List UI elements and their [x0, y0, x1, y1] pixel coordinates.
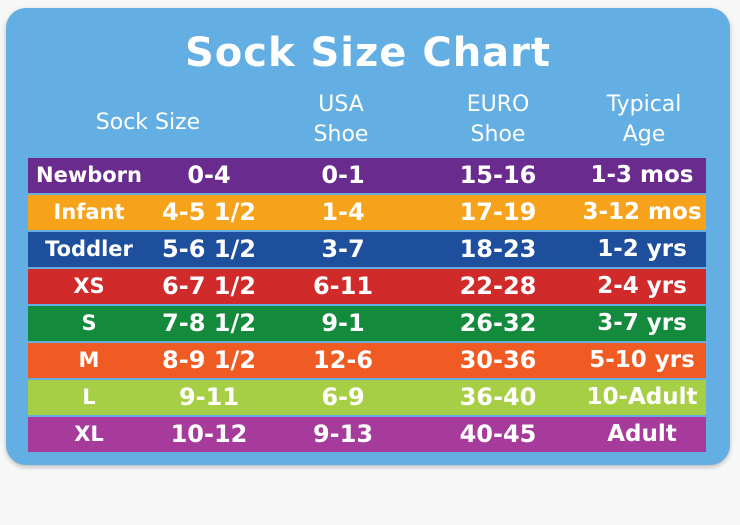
header-age-line2: Age — [622, 122, 666, 147]
table-row: S 7-8 1/2 9-1 26-32 3-7 yrs — [28, 306, 706, 341]
cell-sock-size: 9-11 — [178, 383, 240, 411]
cell-sock-size: 8-9 1/2 — [162, 346, 256, 374]
cell-typical-age: 5-10 yrs — [589, 347, 695, 373]
header-euro-shoe: EURO Shoe — [438, 90, 558, 150]
cell-typical-age: 3-12 mos — [582, 199, 702, 225]
cell-size: XS — [73, 274, 105, 298]
cell-size: M — [78, 348, 100, 372]
cell-size: Newborn — [36, 163, 142, 187]
cell-euro-shoe: 15-16 — [459, 161, 537, 189]
header-age-line1: Typical — [606, 92, 682, 117]
cell-euro-shoe: 40-45 — [459, 420, 537, 448]
size-table: Newborn 0-4 0-1 15-16 1-3 mos Infant 4-5… — [28, 158, 706, 454]
cell-sock-size: 0-4 — [187, 161, 231, 189]
cell-usa-shoe: 12-6 — [312, 346, 374, 374]
cell-sock-size: 10-12 — [170, 420, 248, 448]
cell-typical-age: 2-4 yrs — [597, 273, 687, 299]
cell-typical-age: 10-Adult — [586, 384, 698, 410]
cell-euro-shoe: 36-40 — [459, 383, 537, 411]
cell-size: L — [82, 385, 96, 409]
header-euro-line2: Shoe — [470, 122, 526, 147]
table-row: XS 6-7 1/2 6-11 22-28 2-4 yrs — [28, 269, 706, 304]
table-row: XL 10-12 9-13 40-45 Adult — [28, 417, 706, 452]
header-typical-age: Typical Age — [584, 90, 704, 150]
cell-typical-age: Adult — [607, 421, 677, 447]
cell-sock-size: 5-6 1/2 — [162, 235, 256, 263]
cell-typical-age: 3-7 yrs — [597, 310, 687, 336]
cell-usa-shoe: 1-4 — [321, 198, 365, 226]
header-sock-size: Sock Size — [78, 108, 218, 138]
cell-typical-age: 1-2 yrs — [597, 236, 687, 262]
header-usa-line1: USA — [318, 92, 364, 117]
cell-euro-shoe: 18-23 — [459, 235, 537, 263]
size-chart-card: Sock Size Chart Sock Size USA Shoe EURO … — [6, 8, 730, 465]
cell-usa-shoe: 6-11 — [312, 272, 374, 300]
header-usa-line2: Shoe — [313, 122, 369, 147]
header-euro-line1: EURO — [466, 92, 530, 117]
table-row: Infant 4-5 1/2 1-4 17-19 3-12 mos — [28, 195, 706, 230]
cell-size: S — [81, 311, 97, 335]
header-sock-size-label: Sock Size — [95, 110, 201, 135]
cell-size: XL — [74, 422, 104, 446]
cell-size: Infant — [53, 200, 125, 224]
table-row: Newborn 0-4 0-1 15-16 1-3 mos — [28, 158, 706, 193]
cell-euro-shoe: 26-32 — [459, 309, 537, 337]
cell-euro-shoe: 17-19 — [459, 198, 537, 226]
table-row: L 9-11 6-9 36-40 10-Adult — [28, 380, 706, 415]
cell-usa-shoe: 6-9 — [321, 383, 365, 411]
chart-title: Sock Size Chart — [184, 30, 552, 76]
cell-size: Toddler — [45, 237, 133, 261]
cell-usa-shoe: 0-1 — [321, 161, 365, 189]
cell-sock-size: 7-8 1/2 — [162, 309, 256, 337]
cell-usa-shoe: 9-13 — [312, 420, 374, 448]
cell-sock-size: 6-7 1/2 — [162, 272, 256, 300]
cell-usa-shoe: 9-1 — [321, 309, 365, 337]
table-row: Toddler 5-6 1/2 3-7 18-23 1-2 yrs — [28, 232, 706, 267]
cell-usa-shoe: 3-7 — [321, 235, 365, 263]
cell-sock-size: 4-5 1/2 — [162, 198, 256, 226]
header-usa-shoe: USA Shoe — [286, 90, 396, 150]
cell-euro-shoe: 22-28 — [459, 272, 537, 300]
cell-typical-age: 1-3 mos — [590, 162, 694, 188]
cell-euro-shoe: 30-36 — [459, 346, 537, 374]
table-row: M 8-9 1/2 12-6 30-36 5-10 yrs — [28, 343, 706, 378]
